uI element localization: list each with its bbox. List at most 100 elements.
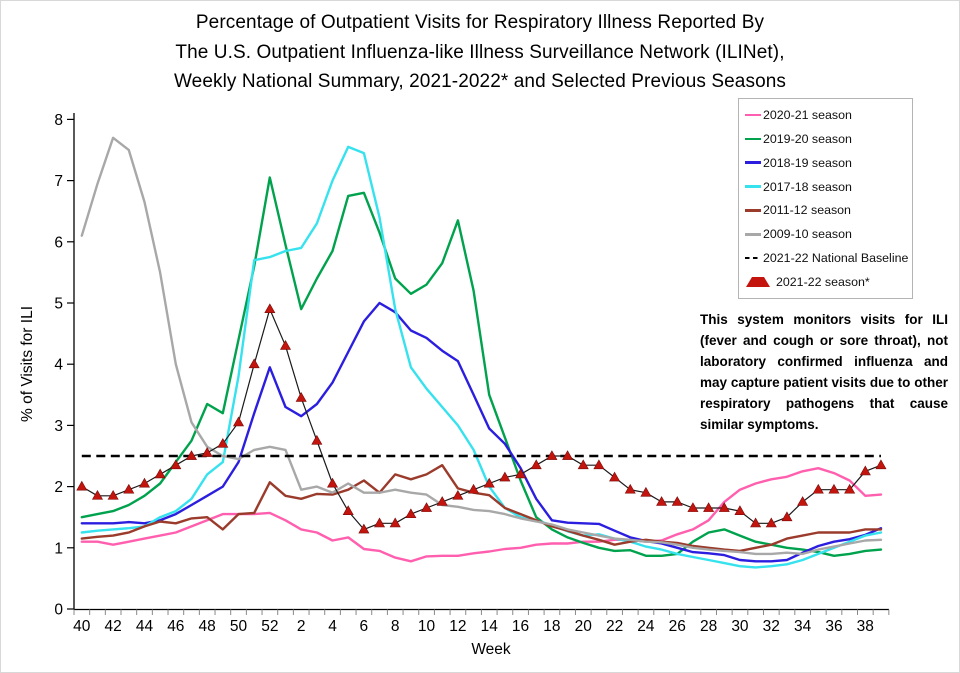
svg-text:7: 7 [54,173,63,190]
chart-title: Percentage of Outpatient Visits for Resp… [1,8,959,97]
legend-label: 2021-22 season* [776,275,870,290]
legend-label: 2009-10 season [763,227,852,242]
svg-text:34: 34 [794,618,812,635]
svg-text:38: 38 [857,618,874,635]
svg-text:4: 4 [54,357,63,374]
svg-text:36: 36 [825,618,842,635]
triangle-marker-icon [734,505,746,515]
triangle-marker-icon [750,517,762,528]
triangle-marker-icon [640,486,652,497]
triangle-marker-icon [185,450,198,460]
svg-text:2: 2 [297,618,306,635]
triangle-marker-icon [170,459,182,470]
legend-label: 2011-12 season [763,203,851,218]
triangle-marker-icon [781,511,793,522]
triangle-marker-icon [499,471,511,482]
svg-text:32: 32 [763,618,780,635]
triangle-marker-icon [875,459,887,470]
series-2021-22-season [76,303,887,534]
triangle-marker-icon [421,502,433,512]
svg-text:6: 6 [360,618,369,635]
triangle-marker-icon [656,496,668,506]
line-swatch-icon [745,185,761,188]
legend-item-2020-21: 2020-21 season [745,104,912,126]
svg-text:26: 26 [669,618,686,635]
triangle-marker-icon [138,477,150,488]
series-2020-21-season [80,467,883,563]
line-swatch-icon [745,209,761,212]
triangle-marker-icon [217,437,229,448]
triangle-marker-icon [718,502,730,512]
triangle-marker-icon [358,523,370,534]
svg-text:46: 46 [167,618,184,635]
x-axis-title: Week [471,641,511,658]
triangle-marker-icon [342,505,354,515]
svg-text:5: 5 [54,296,63,313]
legend-label: 2017-18 season [763,179,852,194]
legend-label: 2021-22 National Baseline [763,251,909,266]
triangle-marker-icon [123,483,135,494]
triangle-marker-icon [374,517,386,528]
line-swatch-icon [745,233,761,236]
triangle-marker-icon [483,477,495,488]
legend-item-2019-20: 2019-20 season [745,128,912,150]
legend-item-2011-12: 2011-12 season [745,199,912,221]
svg-text:28: 28 [700,618,717,635]
svg-text:6: 6 [54,234,63,251]
triangle-marker-icon [91,489,103,500]
triangle-marker-icon [812,483,824,494]
triangle-marker-icon [746,277,770,288]
triangle-marker-icon [765,517,777,528]
triangle-marker-icon [405,508,417,519]
triangle-marker-icon [468,483,480,494]
svg-text:4: 4 [328,618,337,635]
triangle-marker-icon [232,416,245,427]
chart-title-line-1: Percentage of Outpatient Visits for Resp… [195,12,765,33]
chart-title-line-3: Weekly National Summary, 2021-2022* and … [173,71,787,92]
series-2009-10-season [80,136,883,556]
line-swatch-icon [745,161,761,164]
svg-text:48: 48 [199,618,216,635]
svg-text:0: 0 [54,602,63,619]
series-2018-19-season [80,301,883,563]
svg-text:3: 3 [54,418,63,435]
triangle-marker-icon [609,471,621,482]
svg-text:16: 16 [512,618,529,635]
svg-text:24: 24 [637,618,655,635]
triangle-marker-icon [546,450,558,460]
legend-label: 2018-19 season [763,155,852,170]
series-2019-20-season [80,176,883,557]
triangle-marker-icon [515,468,527,479]
ili-definition-note: This system monitors visits for ILI (fev… [700,312,948,432]
triangle-marker-icon [327,477,339,488]
triangle-marker-icon [671,496,683,506]
svg-text:42: 42 [105,618,122,635]
svg-text:8: 8 [54,112,63,129]
triangle-marker-icon [76,480,88,491]
svg-text:50: 50 [230,618,248,635]
triangle-marker-icon [593,459,605,470]
legend-item-2017-18: 2017-18 season [745,176,912,198]
axis-titles: Week % of Visits for ILI [19,306,511,658]
svg-text:8: 8 [391,618,400,635]
svg-text:18: 18 [543,618,560,635]
svg-text:44: 44 [136,618,154,635]
triangle-marker-icon [264,303,276,314]
svg-text:40: 40 [73,618,91,635]
triangle-marker-icon [436,496,448,506]
triangle-marker-icon [154,468,166,479]
svg-text:30: 30 [731,618,749,635]
triangle-marker-icon [452,489,464,500]
svg-text:10: 10 [418,618,436,635]
triangle-marker-icon [201,447,213,457]
triangle-marker-icon [389,517,401,528]
triangle-marker-icon [562,450,574,460]
legend-label: 2020-21 season [763,107,852,122]
svg-text:12: 12 [449,618,466,635]
triangle-marker-icon [828,483,840,494]
svg-text:52: 52 [261,618,278,635]
legend: 2020-21 season 2019-20 season 2018-19 se… [738,98,913,299]
dashed-line-swatch-icon [745,256,761,260]
